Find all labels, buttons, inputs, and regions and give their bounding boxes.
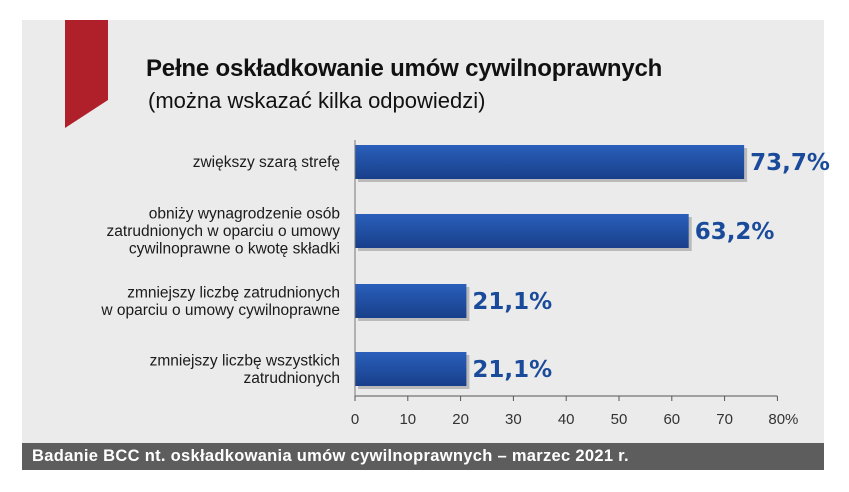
chart-title: Pełne oskładkowanie umów cywilnoprawnych — [146, 55, 663, 82]
x-tick-label: 20 — [452, 411, 469, 428]
x-axis: 0 10 20 30 40 50 60 70 80% — [351, 140, 798, 428]
bar — [355, 352, 467, 386]
bar — [355, 214, 689, 248]
x-tick-label: 60 — [663, 411, 680, 428]
x-tick-label: 50 — [611, 411, 628, 428]
source-footer: Badanie BCC nt. oskładkowania umów cywil… — [22, 443, 824, 470]
chart-subtitle: (można wskazać kilka odpowiedzi) — [148, 88, 486, 113]
x-tick-label: 40 — [558, 411, 575, 428]
bar-value-label: 21,1% — [472, 357, 552, 383]
x-tick-label: 30 — [505, 411, 522, 428]
x-tick-label: 10 — [399, 411, 416, 428]
x-tick-label: 70 — [716, 411, 733, 428]
category-label: zmniejszy liczbę wszystkich zatrudnionych — [150, 352, 340, 387]
x-tick-label: 0 — [351, 411, 359, 428]
bar-value-label: 63,2% — [695, 219, 775, 245]
ribbon-decoration — [65, 20, 108, 128]
bar — [355, 145, 745, 179]
bar — [355, 284, 467, 318]
bar-series: 73,7% zwiększy szarą strefę 63,2% obniży wy… — [100, 145, 830, 389]
bar-value-label: 73,7% — [750, 150, 830, 176]
x-tick-label: 80% — [768, 411, 798, 428]
bar-chart: 73,7% zwiększy szarą strefę 63,2% obniży wy… — [100, 140, 830, 428]
category-label: zwiększy szarą strefę — [193, 154, 340, 171]
bar-value-label: 21,1% — [472, 289, 552, 315]
category-label: obniży wynagrodzenie osób zatrudnionych w… — [107, 206, 341, 258]
category-label: zmniejszy liczbę zatrudnionych w oparciu … — [100, 284, 340, 319]
